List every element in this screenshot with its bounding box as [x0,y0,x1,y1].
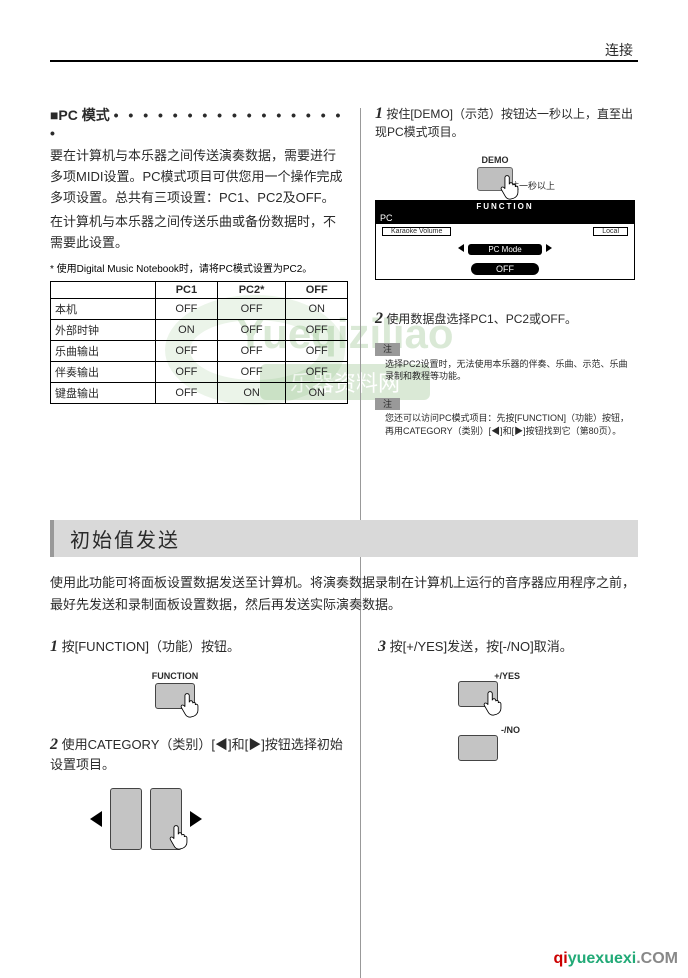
right-arrow-icon [190,811,202,827]
left-arrow-icon [90,811,102,827]
function-btn-label: FUNCTION [100,671,250,681]
press-icon [500,174,522,203]
category-left-button[interactable] [110,788,142,850]
step1-text: 按住[DEMO]（示范）按钮达一秒以上，直至出现PC模式项目。 [375,107,633,139]
pcmode-para2: 在计算机与本乐器之间传送乐曲或备份数据时，不需要此设置。 [50,212,348,254]
demo-btn-label: DEMO [435,155,555,165]
press-icon [180,692,202,721]
note2-label: 注 [375,398,400,411]
press-icon [169,824,191,853]
initsend-heading: 初始值发送 [50,520,638,557]
note2-text: 您还可以访问PC模式项目：先按[FUNCTION]（功能）按钮，再用CATEGO… [375,412,635,437]
pcmode-title: ■PC 模式 • • • • • • • • • • • • • • • • • [50,105,348,141]
yes-btn-label: +/YES [428,671,528,681]
is-step2-text: 使用CATEGORY（类别）[◀]和[▶]按钮选择初始设置项目。 [50,737,343,772]
corner-watermark: qiyuexuexi.COM [554,950,678,968]
press-icon [483,690,505,719]
step2-text: 使用数据盘选择PC1、PC2或OFF。 [386,312,577,326]
is-step3-text: 按[+/YES]发送，按[-/NO]取消。 [390,639,573,654]
note1-label: 注 [375,343,400,356]
is-step1-num: 1 [50,638,58,655]
header-rule [50,60,638,62]
demo-button[interactable] [477,167,513,191]
function-button[interactable] [155,683,195,709]
is-step2-num: 2 [50,736,58,753]
no-button[interactable] [458,735,498,761]
function-screen: FUNCTION PC Karaoke VolumeLocal PC Mode … [375,200,635,280]
pcmode-table: PC1 PC2* OFF 本机OFFOFFON 外部时钟ONOFFOFF 乐曲输… [50,281,348,404]
pcmode-para1: 要在计算机与本乐器之间传送演奏数据，需要进行多项MIDI设置。PC模式项目可供您… [50,146,348,208]
no-btn-label: -/NO [428,725,528,735]
category-right-button[interactable] [150,788,182,850]
pcmode-footnote: * 使用Digital Music Notebook时，请将PC模式设置为PC2… [50,260,348,275]
initsend-intro: 使用此功能可将面板设置数据发送至计算机。将演奏数据录制在计算机上运行的音序器应用… [50,572,638,616]
is-step3-num: 3 [378,638,386,655]
page-section: 连接 [605,40,633,60]
yes-button[interactable] [458,681,498,707]
is-step1-text: 按[FUNCTION]（功能）按钮。 [62,639,240,654]
step2-num: 2 [375,310,383,327]
note1-text: 选择PC2设置时，无法使用本乐器的伴奏、乐曲、示范、乐曲录制和教程等功能。 [375,358,635,383]
step1-num: 1 [375,105,383,122]
